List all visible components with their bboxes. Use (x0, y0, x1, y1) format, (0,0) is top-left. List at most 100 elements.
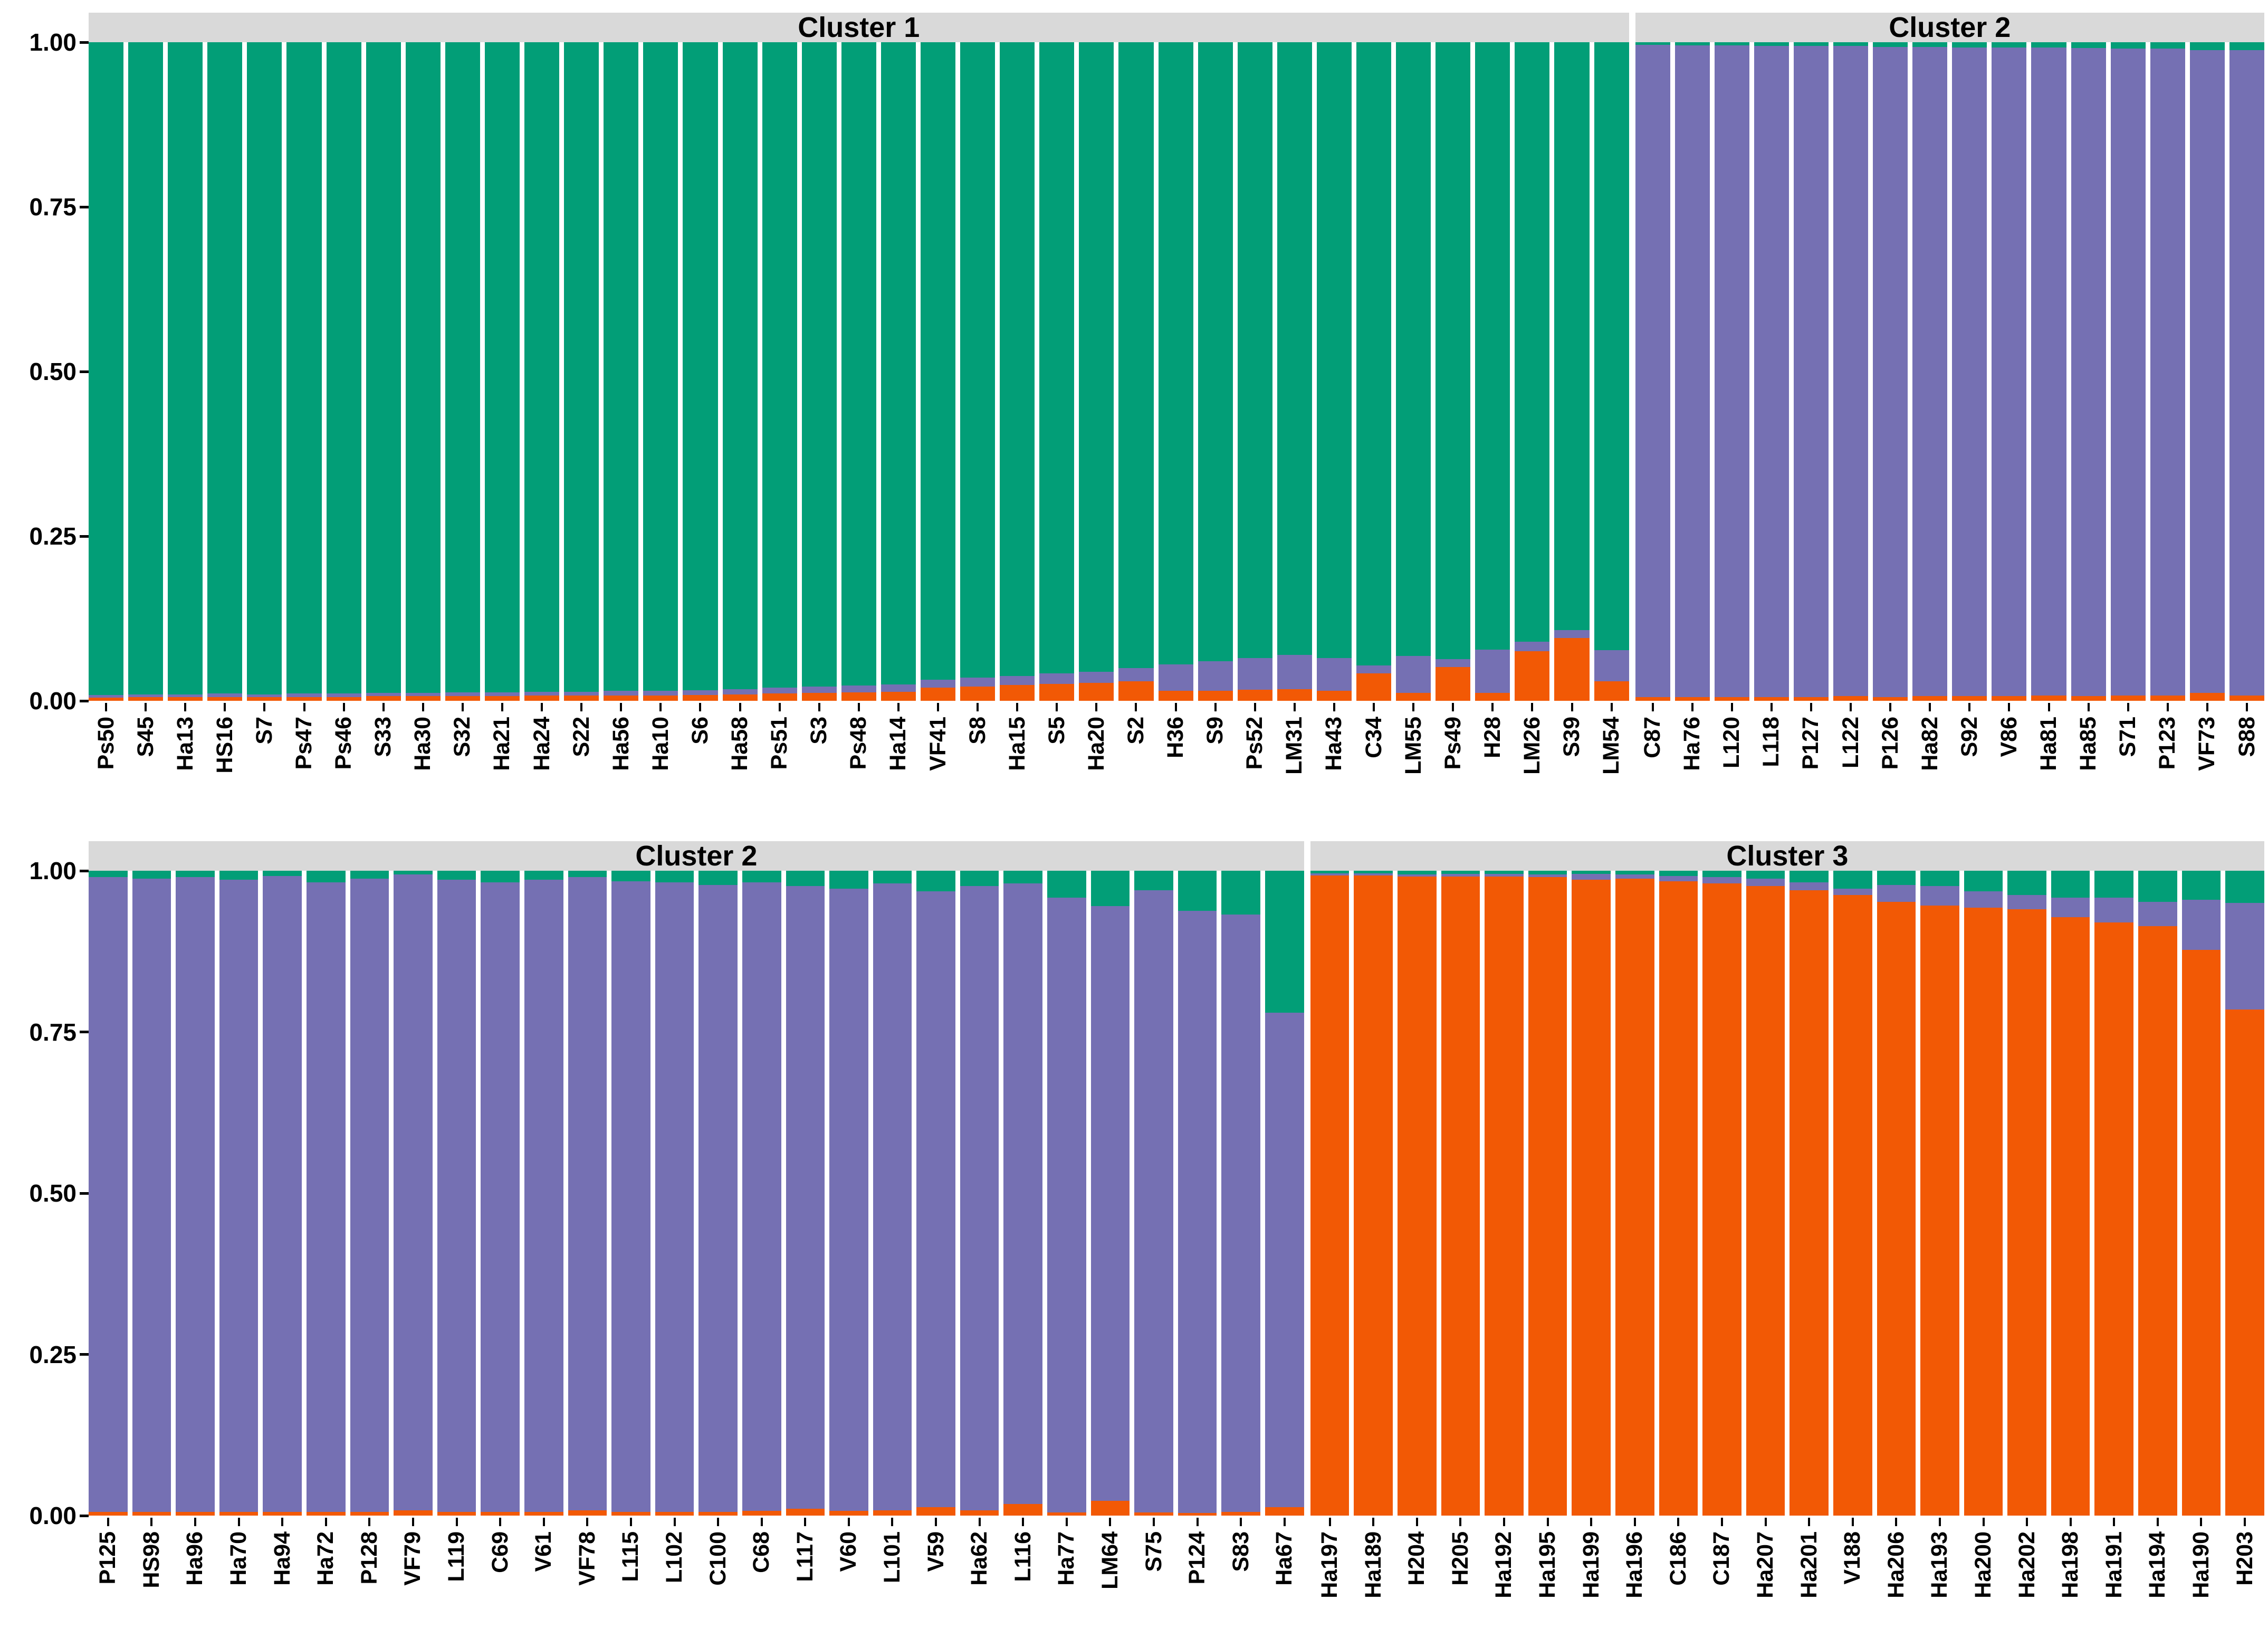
segment-orange (1952, 696, 1987, 701)
x-tick-mark (1415, 1518, 1418, 1526)
segment-purple (1397, 874, 1437, 877)
x-label-cell: Ha62 (960, 1518, 999, 1647)
segment-purple (604, 691, 639, 696)
segment-purple (1754, 46, 1789, 697)
x-tick-label: H28 (1479, 717, 1505, 758)
segment-purple (132, 878, 171, 1512)
x-tick-mark (1095, 703, 1098, 711)
x-label-cell: L120 (1715, 703, 1749, 841)
stacked-bar-S32 (445, 42, 480, 701)
x-tick-mark (342, 703, 345, 711)
x-tick-mark (2008, 703, 2011, 711)
x-tick-mark (1590, 1518, 1593, 1526)
segment-orange (1118, 681, 1154, 701)
segment-orange (1158, 691, 1193, 701)
x-tick-mark (1214, 703, 1217, 711)
x-label-cell: P128 (350, 1518, 389, 1647)
segment-green (89, 42, 124, 695)
x-tick-label: C87 (1640, 717, 1666, 758)
stacked-bar-Ps48 (841, 42, 876, 701)
y-tick: 0.25 (29, 1343, 89, 1367)
segment-orange (89, 1511, 128, 1516)
segment-purple (1396, 656, 1431, 693)
x-label-cell: Ha197 (1310, 1518, 1350, 1647)
x-tick-mark (1491, 703, 1494, 711)
segment-orange (1237, 689, 1272, 701)
x-tick-label: L102 (662, 1531, 687, 1584)
y-tick: 0.00 (29, 689, 89, 713)
stacked-bar-LM26 (1515, 42, 1550, 701)
x-label-cell: C68 (742, 1518, 781, 1647)
x-label-cell: LM31 (1277, 703, 1312, 841)
segment-green (1833, 42, 1869, 46)
segment-purple (1952, 47, 1987, 697)
facet-title: Cluster 3 (1726, 840, 1849, 872)
x-tick-mark (2166, 703, 2169, 711)
x-tick-mark (978, 1518, 981, 1526)
x-tick-mark (105, 703, 108, 711)
segment-purple (1134, 890, 1173, 1512)
x-tick-label: H36 (1163, 717, 1189, 758)
x-tick-mark (659, 703, 662, 711)
x-tick-mark (2127, 703, 2129, 711)
x-tick-label: P126 (1877, 717, 1903, 770)
x-label-cell: H36 (1159, 703, 1193, 841)
x-tick-label: V60 (836, 1531, 862, 1572)
stacked-bar-S7 (247, 42, 282, 701)
stacked-bar-Ha81 (2031, 42, 2066, 701)
segment-orange (1674, 697, 1710, 701)
segment-orange (1310, 875, 1350, 1516)
segment-purple (168, 694, 203, 697)
segment-green (89, 871, 128, 878)
segment-purple (1572, 874, 1611, 880)
x-label-cell: S33 (366, 703, 401, 841)
x-label-cell: C69 (481, 1518, 520, 1647)
segment-green (2225, 871, 2264, 903)
stacked-bar-H36 (1158, 42, 1193, 701)
x-label-cell: LM54 (1594, 703, 1629, 841)
x-label-cell: S9 (1198, 703, 1233, 841)
stacked-bar-Ha192 (1485, 871, 1524, 1516)
segment-green (286, 42, 322, 694)
segment-green (1436, 42, 1471, 660)
x-tick-mark (1240, 1518, 1242, 1526)
segment-green (1118, 42, 1154, 668)
segment-purple (960, 886, 999, 1511)
segment-orange (128, 697, 164, 701)
segment-green (484, 42, 520, 692)
x-tick-label: C34 (1361, 717, 1386, 758)
x-tick-mark (1283, 1518, 1286, 1526)
segment-orange (1615, 878, 1654, 1516)
segment-orange (1090, 1500, 1130, 1516)
stacked-bar-Ha199 (1572, 871, 1611, 1516)
x-tick-mark (1056, 703, 1058, 711)
stacked-bar-Ps49 (1436, 42, 1471, 701)
x-tick-label: Ha70 (226, 1531, 252, 1586)
segment-green (1047, 871, 1086, 898)
segment-purple (524, 691, 560, 696)
x-tick-label: HS98 (138, 1531, 164, 1588)
segment-green (1635, 42, 1670, 45)
x-label-cell: Ha77 (1047, 1518, 1086, 1647)
segment-purple (655, 882, 694, 1512)
y-tick-label: 0.25 (29, 1340, 76, 1368)
segment-orange (604, 696, 639, 701)
x-tick-label: LM54 (1599, 717, 1624, 775)
stacked-bar-VF73 (2189, 42, 2225, 701)
stacked-bar-Ha21 (484, 42, 520, 701)
stacked-bar-S5 (1039, 42, 1075, 701)
x-tick-label: C187 (1709, 1531, 1735, 1586)
y-tick-label: 0.75 (29, 193, 76, 221)
x-label-cell: Ha194 (2138, 1518, 2177, 1647)
x-tick-mark (935, 1518, 937, 1526)
segment-orange (1397, 876, 1437, 1516)
segment-purple (445, 692, 480, 697)
stacked-bar-LM31 (1277, 42, 1312, 701)
stacked-bar-P126 (1873, 42, 1908, 701)
x-tick-label: Ha62 (966, 1531, 992, 1586)
segment-green (1674, 42, 1710, 46)
x-tick-mark (1373, 703, 1375, 711)
x-tick-label: LM26 (1519, 717, 1545, 775)
segment-purple (437, 880, 476, 1512)
x-label-cell: Ps52 (1238, 703, 1272, 841)
